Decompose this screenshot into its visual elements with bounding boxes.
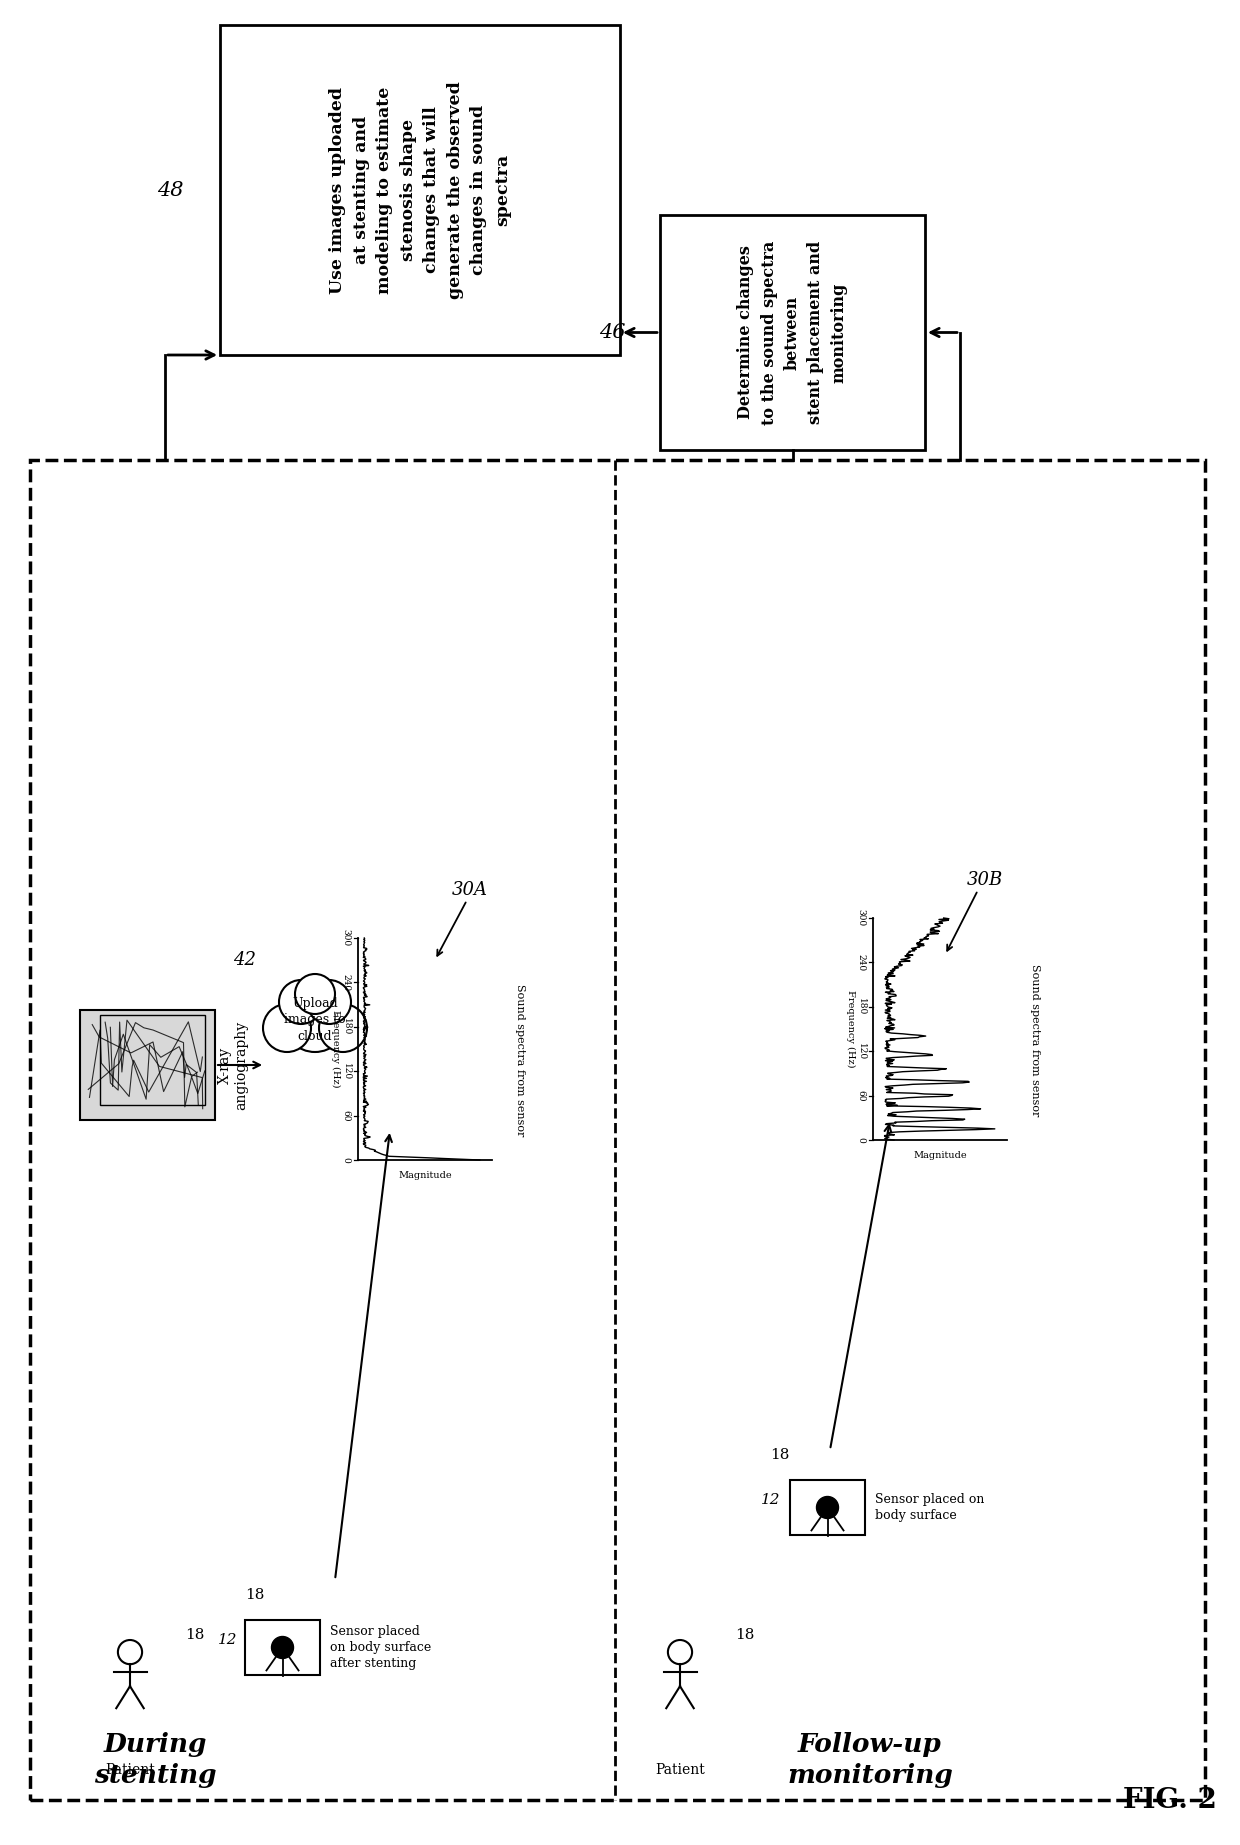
- Text: 12: 12: [217, 1633, 237, 1648]
- Text: 240: 240: [857, 954, 866, 970]
- Text: FIG. 2: FIG. 2: [1123, 1786, 1216, 1814]
- FancyBboxPatch shape: [790, 1480, 866, 1535]
- Text: Upload
images to
cloud: Upload images to cloud: [284, 998, 346, 1042]
- FancyBboxPatch shape: [81, 1009, 215, 1120]
- Text: Follow-up
monitoring: Follow-up monitoring: [787, 1732, 952, 1788]
- Text: 300: 300: [857, 910, 866, 926]
- Text: Frequency (Hz): Frequency (Hz): [331, 1011, 341, 1089]
- Text: 18: 18: [185, 1627, 205, 1642]
- Text: 120: 120: [857, 1042, 866, 1059]
- Text: 30A: 30A: [453, 882, 489, 899]
- Text: Sound spectra from sensor: Sound spectra from sensor: [1030, 963, 1040, 1116]
- FancyBboxPatch shape: [246, 1620, 320, 1675]
- Text: 12: 12: [760, 1493, 780, 1507]
- Text: 60: 60: [857, 1090, 866, 1101]
- Text: During
stenting: During stenting: [94, 1732, 216, 1788]
- Text: Frequency (Hz): Frequency (Hz): [847, 991, 856, 1068]
- Circle shape: [816, 1496, 838, 1518]
- Text: 180: 180: [857, 998, 866, 1015]
- Circle shape: [279, 980, 322, 1024]
- Text: 18: 18: [246, 1589, 264, 1601]
- Text: 30B: 30B: [967, 871, 1003, 889]
- Text: X-ray
angiography: X-ray angiography: [218, 1020, 248, 1109]
- FancyBboxPatch shape: [219, 26, 620, 354]
- Circle shape: [295, 974, 335, 1015]
- Circle shape: [283, 989, 347, 1052]
- Text: Sensor placed
on body surface
after stenting: Sensor placed on body surface after sten…: [330, 1625, 432, 1670]
- Text: Magnitude: Magnitude: [398, 1172, 451, 1181]
- Text: 48: 48: [156, 181, 184, 199]
- Text: Sensor placed on
body surface: Sensor placed on body surface: [875, 1493, 985, 1522]
- Text: 240: 240: [341, 974, 351, 991]
- Text: 18: 18: [770, 1448, 790, 1461]
- Text: Patient: Patient: [105, 1764, 155, 1777]
- Circle shape: [272, 1637, 294, 1659]
- Text: 0: 0: [341, 1157, 351, 1162]
- Text: 180: 180: [341, 1018, 351, 1035]
- Text: Patient: Patient: [655, 1764, 704, 1777]
- Text: 60: 60: [341, 1111, 351, 1122]
- Text: 18: 18: [735, 1627, 754, 1642]
- Text: 42: 42: [233, 950, 257, 969]
- Text: 300: 300: [341, 930, 351, 946]
- Text: 120: 120: [341, 1063, 351, 1079]
- Circle shape: [319, 1004, 367, 1052]
- Text: Magnitude: Magnitude: [913, 1151, 967, 1161]
- Text: Use images uploaded
at stenting and
modeling to estimate
stenosis shape
changes : Use images uploaded at stenting and mode…: [330, 81, 511, 299]
- Text: 46: 46: [599, 323, 625, 341]
- FancyBboxPatch shape: [660, 216, 925, 450]
- Text: Determine changes
to the sound spectra
between
stent placement and
monitoring: Determine changes to the sound spectra b…: [737, 240, 848, 424]
- Circle shape: [263, 1004, 311, 1052]
- Circle shape: [308, 980, 351, 1024]
- Text: Sound spectra from sensor: Sound spectra from sensor: [515, 983, 525, 1137]
- Text: 0: 0: [857, 1137, 866, 1142]
